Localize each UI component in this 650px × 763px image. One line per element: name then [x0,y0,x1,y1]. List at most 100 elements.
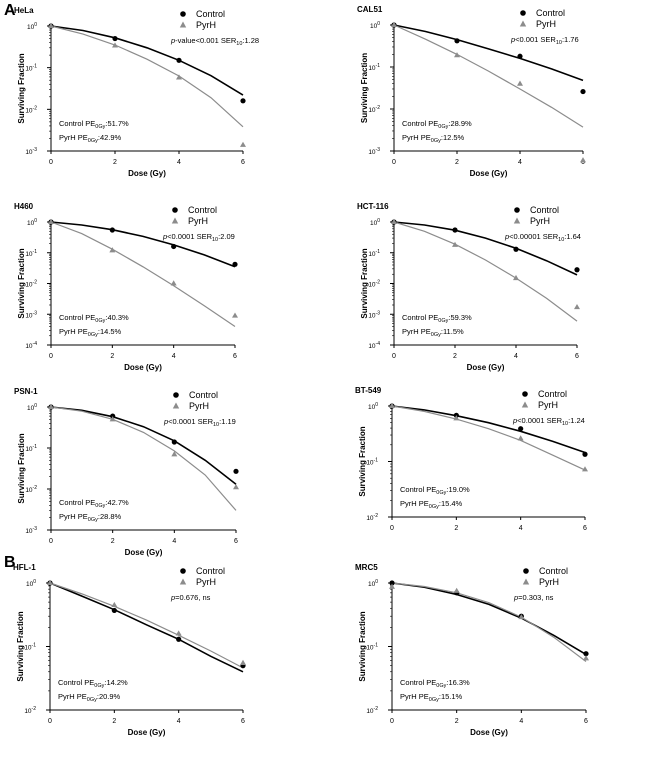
x-tick-label: 0 [392,159,396,166]
plating-efficiency-text: PyrH PE0Gy:28.8% [59,512,122,523]
plating-efficiency-text: PyrH PE0Gy:12.5% [402,133,465,144]
data-point-control [580,88,586,95]
series-curve-control [50,221,236,268]
x-tick-label: 0 [390,525,394,532]
x-tick-label: 0 [48,718,52,725]
data-point-control [176,636,182,642]
chart-0: 0 2 4 6 100 10-1 10-2 10-3 Surviving Fraction Dos… [14,6,259,178]
data-point-control [110,413,116,419]
legend-label: PyrH [536,19,556,29]
x-tick-label: 2 [113,159,117,166]
x-axis-title: Dose (Gy) [467,363,505,372]
series-curve-pyrh [391,405,586,471]
y-tick-label: 100 [370,21,380,30]
x-axis-title: Dose (Gy) [470,728,508,737]
data-point-pyrh [48,218,54,224]
legend-marker-control [520,10,526,16]
y-axis-title: Surviving Fraction [17,433,26,503]
legend-label: Control [538,389,567,399]
panel-letter-b: B [4,554,16,571]
data-point-control [112,35,118,42]
y-tick-label: 10-2 [25,485,37,494]
plating-efficiency-text: Control PE0Gy:16.3% [400,678,470,689]
x-tick-label: 4 [172,538,176,545]
data-point-control [171,439,177,445]
plating-efficiency-text: Control PE0Gy:28.9% [402,119,472,130]
data-point-control [233,468,239,474]
data-point-pyrh [454,52,460,58]
series-curve-pyrh [50,221,236,327]
y-tick-label: 10-2 [366,706,378,715]
y-tick-label: 10-2 [368,105,380,114]
legend-label: Control [189,390,218,400]
legend-label: PyrH [188,216,208,226]
series-curve-control [49,582,244,673]
y-tick-label: 100 [27,22,37,31]
y-tick-label: 100 [370,218,380,227]
data-point-control [574,267,580,273]
series-curve-control [391,582,587,656]
data-point-pyrh [175,630,182,636]
data-point-pyrh [580,157,586,163]
p-value-annotation: p<0.00001 SER10:1.64 [504,232,581,243]
data-point-control [517,53,523,59]
y-tick-label: 10-1 [366,458,378,467]
data-point-control [452,227,458,233]
x-tick-label: 6 [234,538,238,545]
p-value-annotation: p<0.0001 SER10:1.24 [512,416,585,427]
y-axis-title: Surviving Fraction [360,248,369,318]
data-point-pyrh [176,74,182,80]
series-curve-control [50,25,244,96]
data-point-control [454,38,460,44]
y-tick-label: 10-1 [24,643,36,652]
chart-title: HeLa [14,6,34,15]
chart-title: BT-549 [355,386,382,395]
y-tick-label: 10-2 [24,706,36,715]
y-tick-label: 100 [368,579,378,588]
legend-marker-pyrh [172,402,180,409]
data-point-pyrh [112,42,118,48]
y-tick-label: 10-1 [366,643,378,652]
x-tick-label: 0 [392,353,396,360]
x-tick-label: 2 [455,159,459,166]
data-point-pyrh [452,241,458,247]
p-value-annotation: p=0.303, ns [513,593,554,602]
y-tick-label: 10-4 [368,341,380,350]
plating-efficiency-text: PyrH PE0Gy:15.4% [400,499,463,510]
x-tick-label: 0 [49,159,53,166]
chart-1: 0 2 4 6 100 10-1 10-2 10-3 Surviving Fraction Dos… [357,5,586,178]
legend-marker-pyrh [519,20,527,27]
data-point-control [232,261,238,267]
legend-label: Control [539,566,568,576]
plating-efficiency-text: PyrH PE0Gy:15.1% [400,692,463,703]
data-point-pyrh [389,583,395,589]
data-point-control [389,580,395,586]
x-tick-label: 2 [110,353,114,360]
data-point-pyrh [240,141,246,147]
x-tick-label: 4 [519,718,523,725]
data-point-pyrh [170,280,177,286]
series-curve-control [50,406,237,485]
data-point-pyrh [518,613,525,620]
plating-efficiency-text: PyrH PE0Gy:14.5% [59,327,122,338]
x-tick-label: 0 [49,538,53,545]
legend-label: PyrH [196,577,216,587]
legend-label: PyrH [189,401,209,411]
series-curve-control [393,24,584,82]
legend-label: Control [530,205,559,215]
plating-efficiency-text: Control PE0Gy:40.3% [59,313,129,324]
legend-label: PyrH [538,400,558,410]
x-tick-label: 4 [172,353,176,360]
x-tick-label: 6 [241,718,245,725]
x-tick-label: 2 [454,525,458,532]
chart-5: 0 2 4 6 100 10-1 10-2 Surviving Fraction BT-549 C… [355,386,588,532]
y-axis-title: Surviving Fraction [16,611,25,681]
data-point-control [582,451,588,457]
y-tick-label: 10-3 [368,147,380,156]
plating-efficiency-text: PyrH PE0Gy:11.5% [402,327,464,338]
y-axis-title: Surviving Fraction [17,53,26,123]
legend-marker-pyrh [513,217,521,224]
x-axis-title: Dose (Gy) [128,728,166,737]
p-value-annotation: p<0.001 SER10:1.76 [510,35,579,46]
